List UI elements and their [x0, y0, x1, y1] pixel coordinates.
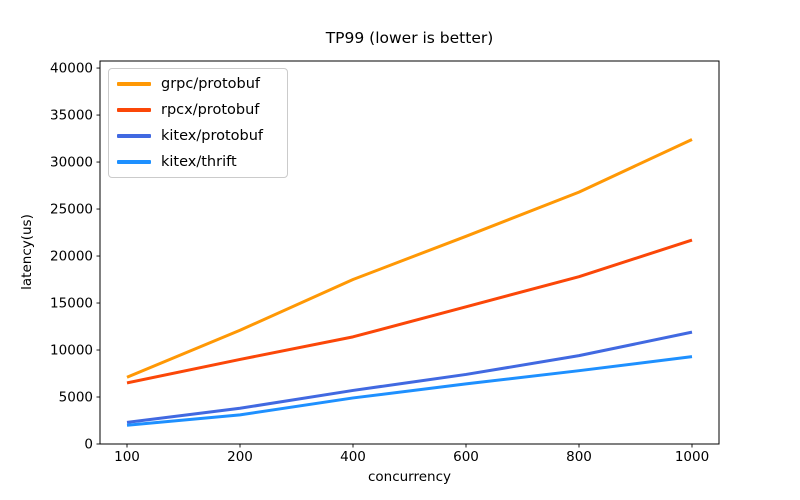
legend-label: rpcx/protobuf [161, 102, 260, 118]
legend-swatch-icon [117, 134, 151, 138]
legend-label: kitex/protobuf [161, 128, 264, 144]
legend-entry: grpc/protobuf [117, 71, 279, 97]
series-line-grpc-protobuf [126, 138, 693, 379]
x-tick-label: 1000 [675, 449, 709, 465]
y-tick-label: 40000 [50, 61, 93, 77]
y-tick-label: 20000 [50, 249, 93, 265]
legend-entry: kitex/thrift [117, 149, 279, 175]
x-tick-label: 200 [227, 449, 253, 465]
legend-entry: rpcx/protobuf [117, 97, 279, 123]
plot-border [99, 60, 720, 445]
x-tick-label: 600 [453, 449, 479, 465]
x-tick-label: 400 [340, 449, 366, 465]
y-tick-label: 0 [84, 437, 93, 453]
legend-swatch-icon [117, 82, 151, 86]
y-tick-label: 5000 [59, 390, 93, 406]
x-tick-label: 100 [114, 449, 140, 465]
y-tick-label: 10000 [50, 343, 93, 359]
legend-entry: kitex/protobuf [117, 123, 279, 149]
legend-label: kitex/thrift [161, 154, 237, 170]
legend-label: grpc/protobuf [161, 76, 261, 92]
legend-swatch-icon [117, 160, 151, 164]
x-axis-label: concurrency [367, 469, 452, 485]
legend-swatch-icon [117, 108, 151, 112]
legend: grpc/protobuf rpcx/protobuf kitex/protobuf… [108, 68, 288, 178]
y-tick-label: 30000 [50, 155, 93, 171]
series-line-rpcx-protobuf [126, 238, 693, 385]
y-tick-label: 25000 [50, 202, 93, 218]
y-tick-label: 35000 [50, 108, 93, 124]
y-tick-label: 15000 [50, 296, 93, 312]
x-tick-label: 800 [566, 449, 592, 465]
series-line-kitex-thrift [126, 355, 693, 427]
chart-title: TP99 (lower is better) [325, 29, 494, 47]
series-line-kitex-protobuf [126, 330, 693, 424]
